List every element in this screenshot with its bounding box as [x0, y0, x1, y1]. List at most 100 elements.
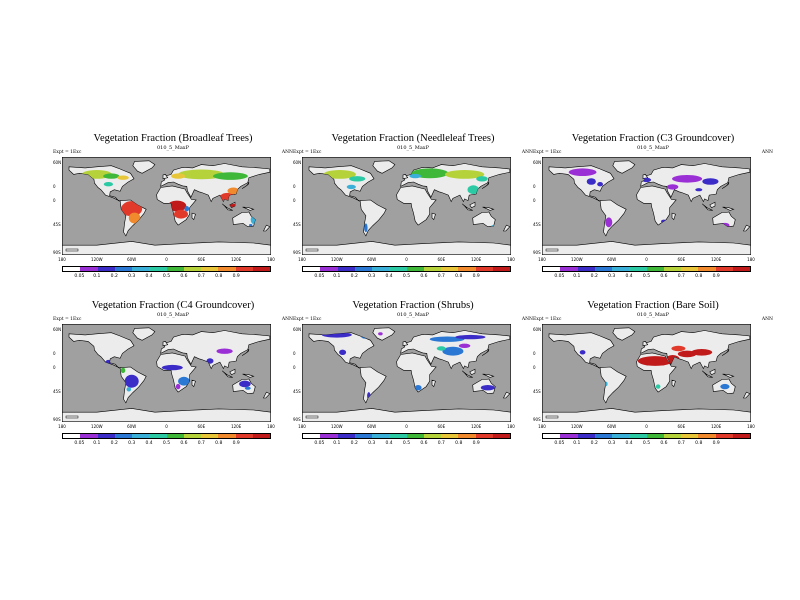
x-tick-label: 120E — [231, 257, 242, 262]
land-ant — [62, 241, 271, 255]
colorbar-label: 0.7 — [437, 274, 445, 279]
land-nz — [743, 391, 751, 399]
x-tick-label: 120W — [91, 257, 103, 262]
vegetation-cell — [409, 173, 421, 179]
colorbar-swatch — [594, 267, 612, 271]
colorbar-label: 0.8 — [215, 274, 223, 279]
colorbar-swatch — [732, 434, 750, 438]
y-tick-label: 0 — [53, 365, 56, 371]
vegetation-cell — [184, 206, 190, 212]
land-png — [482, 373, 495, 378]
vegetation-cell — [480, 385, 495, 391]
y-tick-label: 0 — [533, 365, 536, 371]
colorbar-swatch — [63, 267, 81, 271]
vegetation-cell — [216, 348, 233, 354]
land-sa — [599, 199, 627, 237]
vegetation-cell — [695, 188, 703, 192]
vegetation-cell — [436, 346, 446, 351]
y-tick-label: 0 — [293, 350, 296, 356]
colorbar-label: 0.3 — [128, 441, 136, 446]
colorbar-swatch — [577, 267, 595, 271]
x-tick-label: 120E — [471, 424, 482, 429]
land-nz — [743, 224, 751, 232]
land-gl — [372, 327, 396, 341]
land-mad — [191, 212, 196, 221]
vegetation-cell — [175, 383, 181, 390]
x-tick-label: 0 — [645, 257, 648, 262]
colorbar-label: 0.4 — [385, 274, 393, 279]
vegetation-cell — [672, 175, 703, 183]
chart-title: Vegetation Fraction (Broadleaf Trees) — [93, 133, 253, 144]
colorbar-swatch — [441, 267, 459, 271]
map-plot — [62, 324, 271, 422]
x-tick-label: 60W — [367, 257, 377, 262]
land-jp — [481, 181, 490, 189]
y-tick-label: 45S — [293, 222, 301, 228]
colorbar-label: 0.8 — [455, 441, 463, 446]
colorbar-label: 0.2 — [590, 274, 598, 279]
colorbar-label: 0.9 — [232, 274, 240, 279]
colorbar-label: 0.05 — [554, 274, 565, 279]
chart-title: Vegetation Fraction (Shrubs) — [352, 300, 474, 311]
chart-panel-5: Vegetation Fraction (Shrubs) 010_5_MaxP Ex… — [293, 300, 533, 446]
season-label: ANN — [761, 150, 773, 155]
chart-title: Vegetation Fraction (Bare Soil) — [587, 300, 719, 311]
x-tick-label: 60E — [677, 257, 686, 262]
season-label: ANN — [281, 317, 293, 322]
season-label: ANN — [521, 317, 533, 322]
land-gl — [612, 160, 636, 174]
colorbar-label: 0.2 — [350, 441, 358, 446]
land-png — [242, 373, 255, 378]
scale-bar — [305, 415, 319, 419]
x-tick-label: 120E — [471, 257, 482, 262]
vegetation-cell — [702, 178, 719, 185]
land-mad — [191, 379, 196, 388]
vegetation-cell — [167, 200, 187, 212]
colorbar-label: 0.7 — [677, 274, 685, 279]
scale-bar — [305, 248, 319, 252]
colorbar-swatch — [166, 267, 184, 271]
colorbar-label: 0.1 — [573, 274, 581, 279]
chart-panel-6: Vegetation Fraction (Bare Soil) 010_5_Max… — [533, 300, 773, 446]
land-sa — [359, 366, 387, 404]
colorbar-swatch — [475, 434, 493, 438]
vegetation-cell — [103, 182, 113, 187]
colorbar-swatch — [406, 434, 424, 438]
vegetation-cell — [444, 170, 485, 179]
vegetation-cell — [720, 383, 730, 390]
land-gl — [372, 160, 396, 174]
colorbar-swatch — [629, 434, 647, 438]
colorbar-swatch — [132, 434, 150, 438]
land-af — [396, 185, 437, 226]
colorbar-swatch — [646, 267, 664, 271]
colorbar-swatch — [475, 267, 493, 271]
colorbar — [62, 433, 271, 439]
x-tick-label: 60E — [677, 424, 686, 429]
x-tick-label: 0 — [165, 257, 168, 262]
y-tick-label: 45S — [533, 389, 541, 395]
colorbar-label: 0.2 — [350, 274, 358, 279]
map-frame — [302, 157, 511, 255]
x-tick-label: 60W — [127, 424, 137, 429]
colorbar-label: 0.05 — [314, 441, 325, 446]
land-nz — [503, 224, 511, 232]
vegetation-cell — [339, 349, 347, 355]
land-af — [396, 352, 437, 393]
vegetation-cell — [605, 217, 613, 228]
chart-subtitle: 010_5_MaxP — [396, 312, 429, 318]
colorbar-label: 0.6 — [420, 441, 428, 446]
colorbar-label: 0.3 — [128, 274, 136, 279]
season-label: ANN — [281, 150, 293, 155]
map-svg — [542, 157, 751, 255]
colorbar-label: 0.9 — [712, 274, 720, 279]
chart-title: Vegetation Fraction (C4 Groundcover) — [91, 300, 255, 311]
x-tick-label: 180 — [298, 424, 306, 429]
experiment-label: Expt = 1Exc — [293, 150, 322, 155]
vegetation-cell — [239, 380, 251, 388]
land-gl — [132, 327, 156, 341]
land-jp — [721, 348, 730, 356]
experiment-label: Expt = 1Exc — [53, 150, 82, 155]
x-tick-label: 120W — [571, 424, 583, 429]
y-tick-label: 0 — [293, 198, 296, 204]
land-eu — [160, 330, 271, 370]
